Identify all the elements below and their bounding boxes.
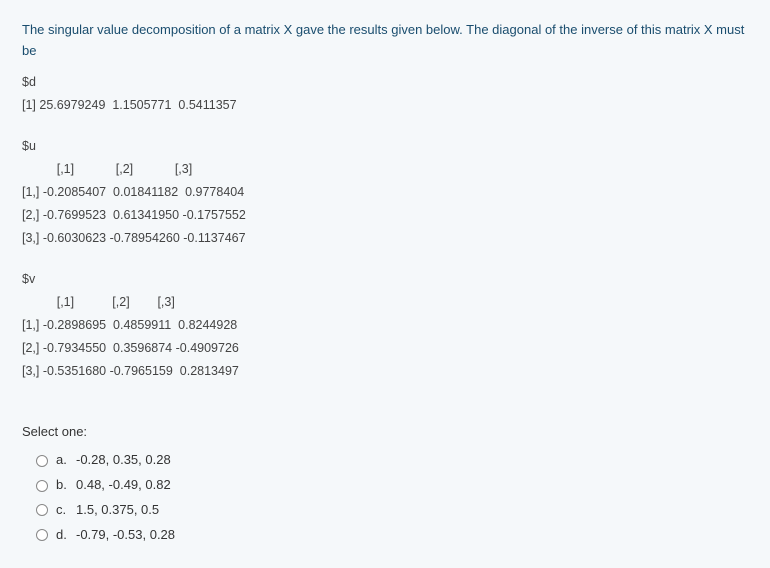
question-intro: The singular value decomposition of a ma… <box>22 20 748 62</box>
v-header: [,1] [,2] [,3] <box>22 292 748 312</box>
u-row-2: [2,] -0.7699523 0.61341950 -0.1757552 <box>22 205 748 225</box>
option-b[interactable]: b. 0.48, -0.49, 0.82 <box>22 473 748 498</box>
radio-icon[interactable] <box>36 455 48 467</box>
option-text: 1.5, 0.375, 0.5 <box>74 500 159 521</box>
v-row-3: [3,] -0.5351680 -0.7965159 0.2813497 <box>22 361 748 381</box>
option-d[interactable]: d. -0.79, -0.53, 0.28 <box>22 523 748 548</box>
option-text: -0.28, 0.35, 0.28 <box>74 450 171 471</box>
v-row-2: [2,] -0.7934550 0.3596874 -0.4909726 <box>22 338 748 358</box>
d-label: $d <box>22 72 748 92</box>
option-text: -0.79, -0.53, 0.28 <box>74 525 175 546</box>
u-row-3: [3,] -0.6030623 -0.78954260 -0.1137467 <box>22 228 748 248</box>
radio-icon[interactable] <box>36 480 48 492</box>
option-letter: d. <box>56 525 74 546</box>
u-row-1: [1,] -0.2085407 0.01841182 0.9778404 <box>22 182 748 202</box>
option-letter: a. <box>56 450 74 471</box>
option-letter: b. <box>56 475 74 496</box>
radio-icon[interactable] <box>36 529 48 541</box>
d-values: [1] 25.6979249 1.1505771 0.5411357 <box>22 95 748 115</box>
option-a[interactable]: a. -0.28, 0.35, 0.28 <box>22 448 748 473</box>
option-text: 0.48, -0.49, 0.82 <box>74 475 171 496</box>
option-letter: c. <box>56 500 74 521</box>
option-c[interactable]: c. 1.5, 0.375, 0.5 <box>22 498 748 523</box>
u-label: $u <box>22 136 748 156</box>
u-header: [,1] [,2] [,3] <box>22 159 748 179</box>
select-one-label: Select one: <box>22 422 748 443</box>
radio-icon[interactable] <box>36 504 48 516</box>
v-label: $v <box>22 269 748 289</box>
v-row-1: [1,] -0.2898695 0.4859911 0.8244928 <box>22 315 748 335</box>
